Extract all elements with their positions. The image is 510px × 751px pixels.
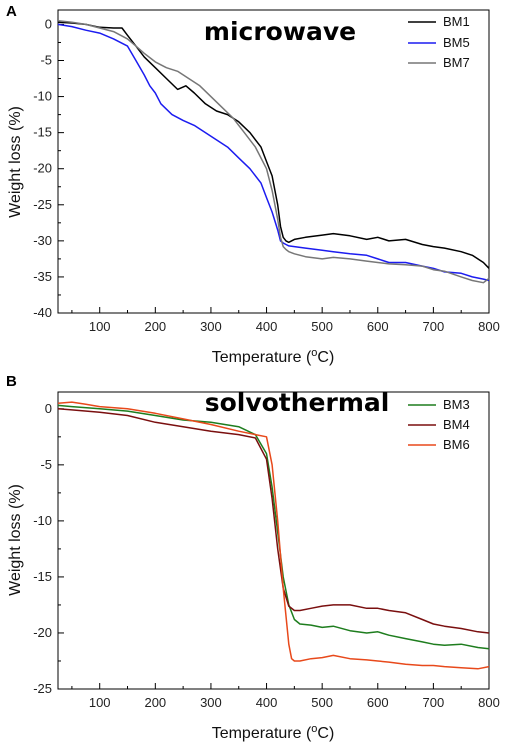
x-tick-label: 100 xyxy=(89,695,111,710)
series-line-bm4 xyxy=(57,408,490,634)
y-tick-label: -40 xyxy=(33,305,52,320)
x-tick-label: 700 xyxy=(423,695,445,710)
legend-label-bm5: BM5 xyxy=(443,35,470,50)
y-tick-label: -25 xyxy=(33,681,52,696)
y-axis-title: Weight loss (%) xyxy=(7,106,24,218)
y-tick-label: -30 xyxy=(33,233,52,248)
legend-label-bm1: BM1 xyxy=(443,14,470,29)
legend: BM1 BM5 BM7 xyxy=(408,14,470,70)
y-tick-label: -15 xyxy=(33,125,52,140)
y-tick-label: -10 xyxy=(33,89,52,104)
series-line-bm6 xyxy=(57,401,490,670)
y-tick-label: -20 xyxy=(33,625,52,640)
ticks: 100 200 300 400 500 600 700 800 0 -5 -10 -15 -20 -25 -… xyxy=(33,16,500,334)
legend-label-bm3: BM3 xyxy=(443,397,470,412)
series-line-bm7 xyxy=(57,20,490,284)
series-layer xyxy=(57,20,490,284)
x-tick-label: 800 xyxy=(478,319,500,334)
x-tick-label: 400 xyxy=(256,319,278,334)
legend-label-bm7: BM7 xyxy=(443,55,470,70)
y-tick-label: -25 xyxy=(33,197,52,212)
panel-a: A microwave 100 200 300 400 500 600 700 800 0 -5 -… xyxy=(6,3,500,366)
x-axis-title: Temperature (oC) xyxy=(212,347,335,366)
panel-letter: A xyxy=(6,3,17,20)
x-tick-label: 500 xyxy=(311,695,333,710)
x-tick-label: 700 xyxy=(423,319,445,334)
x-tick-label: 200 xyxy=(144,319,166,334)
x-tick-label: 300 xyxy=(200,695,222,710)
legend-label-bm6: BM6 xyxy=(443,437,470,452)
series-line-bm5 xyxy=(57,23,490,282)
y-tick-label: -5 xyxy=(40,457,52,472)
x-tick-label: 600 xyxy=(367,695,389,710)
plot-frame xyxy=(57,9,490,314)
legend: BM3 BM4 BM6 xyxy=(408,397,470,452)
x-tick-label: 400 xyxy=(256,695,278,710)
y-tick-label: 0 xyxy=(45,16,52,31)
chart-title: microwave xyxy=(204,17,356,46)
y-tick-label: -5 xyxy=(40,53,52,68)
x-tick-label: 100 xyxy=(89,319,111,334)
legend-label-bm4: BM4 xyxy=(443,417,470,432)
x-tick-label: 800 xyxy=(478,695,500,710)
y-tick-label: 0 xyxy=(45,401,52,416)
panel-b: B solvothermal 100 200 300 400 500 600 700 800 0… xyxy=(6,373,500,742)
y-tick-label: -15 xyxy=(33,569,52,584)
x-tick-label: 500 xyxy=(311,319,333,334)
ticks: 100 200 300 400 500 600 700 800 0 -5 -10 -15 -20 -25 xyxy=(33,401,500,710)
plot-frame xyxy=(57,391,490,690)
x-axis-title: Temperature (oC) xyxy=(212,723,335,742)
panel-letter: B xyxy=(6,373,17,390)
x-tick-label: 600 xyxy=(367,319,389,334)
y-tick-label: -20 xyxy=(33,161,52,176)
y-tick-label: -35 xyxy=(33,269,52,284)
chart-title: solvothermal xyxy=(205,388,390,417)
y-tick-label: -10 xyxy=(33,513,52,528)
series-line-bm3 xyxy=(57,404,490,650)
x-tick-label: 300 xyxy=(200,319,222,334)
series-layer xyxy=(57,401,490,670)
y-axis-title: Weight loss (%) xyxy=(7,484,24,596)
x-tick-label: 200 xyxy=(144,695,166,710)
series-line-bm1 xyxy=(57,21,490,269)
